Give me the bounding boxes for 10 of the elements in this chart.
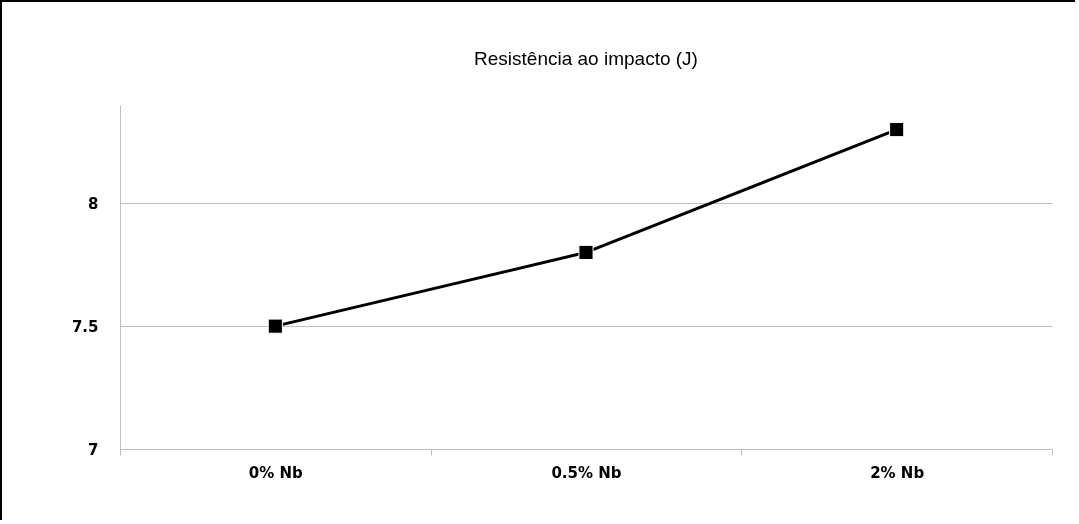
point xyxy=(889,122,905,138)
y-tick-label: 7 xyxy=(88,440,99,459)
chart-title: Resistência ao impacto (J) xyxy=(474,48,698,69)
point xyxy=(267,318,283,334)
x-tick-label: 0.5% Nb xyxy=(551,463,622,482)
y-tick-label: 8 xyxy=(88,194,99,213)
x-tick-label: 0% Nb xyxy=(248,463,304,482)
x-tick-label: 2% Nb xyxy=(870,463,925,482)
point xyxy=(578,244,594,260)
y-tick-label: 7.5 xyxy=(71,317,99,336)
